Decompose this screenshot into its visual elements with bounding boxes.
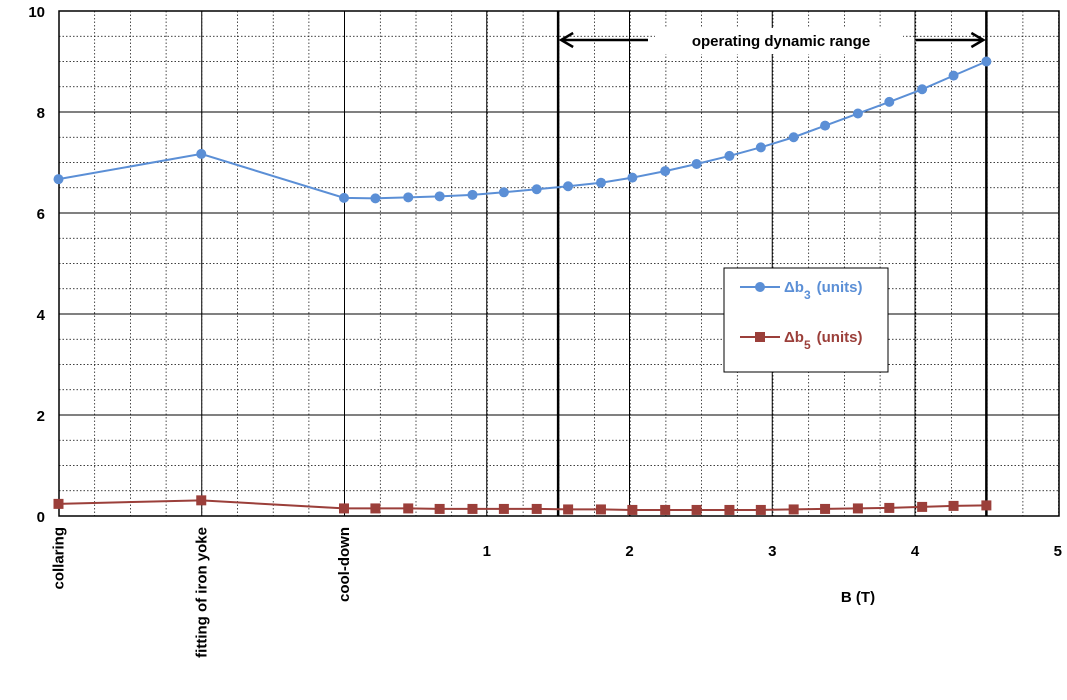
- range-markers: [556, 11, 988, 516]
- data-point: [852, 108, 863, 119]
- data-point: [563, 181, 574, 192]
- series-layer: [53, 56, 992, 515]
- data-point: [53, 498, 64, 509]
- data-point: [755, 504, 766, 515]
- y-tick-label: 10: [28, 4, 45, 21]
- data-point: [627, 504, 638, 515]
- data-point: [981, 500, 992, 511]
- data-point: [595, 504, 606, 515]
- x-category-labels: collaring fitting of iron yoke cool-down: [51, 527, 354, 658]
- data-point: [948, 500, 959, 511]
- dynamic-range-annotation: operating dynamic range: [558, 28, 986, 54]
- data-point: [948, 70, 959, 81]
- data-point: [660, 504, 671, 515]
- data-point: [691, 159, 702, 170]
- data-point: [370, 503, 381, 514]
- legend: Δb3 (units)Δb5 (units): [723, 267, 889, 373]
- legend-marker: [755, 282, 765, 292]
- data-point: [467, 503, 478, 514]
- data-point: [434, 503, 445, 514]
- x-tick-label: 2: [625, 543, 633, 560]
- x-tick-label: 1: [483, 543, 491, 560]
- legend-label-unit: (units): [817, 329, 863, 346]
- data-point: [981, 56, 992, 67]
- data-point: [531, 184, 542, 195]
- data-point: [563, 504, 574, 515]
- y-tick-label: 0: [37, 509, 45, 526]
- legend-label-main: Δb: [784, 279, 804, 296]
- data-point: [339, 192, 349, 203]
- data-point: [196, 495, 207, 506]
- data-point: [724, 150, 735, 161]
- x-category-label: cool-down: [336, 527, 353, 602]
- legend-label-unit: (units): [817, 279, 863, 296]
- x-axis-title: B (T): [841, 589, 875, 606]
- data-point: [370, 193, 381, 204]
- x-tick-labels: 1 2 3 4 5: [483, 543, 1062, 560]
- data-point: [788, 504, 799, 515]
- x-tick-label: 4: [911, 543, 920, 560]
- annotation-text: operating dynamic range: [692, 33, 870, 50]
- series-2: [53, 495, 992, 515]
- series-line: [58, 60, 987, 200]
- legend-label-sub: 5: [804, 338, 811, 352]
- data-point: [884, 96, 895, 107]
- data-point: [627, 172, 638, 183]
- x-tick-label: 3: [768, 543, 776, 560]
- y-tick-label: 8: [37, 105, 45, 122]
- x-tick-label: 5: [1054, 543, 1062, 560]
- data-point: [196, 148, 207, 159]
- data-point: [403, 503, 414, 514]
- data-point: [53, 174, 64, 185]
- data-point: [660, 166, 671, 177]
- data-point: [498, 187, 509, 198]
- legend-marker: [755, 332, 765, 342]
- arrow-right-head: [970, 31, 986, 49]
- y-tick-label: 6: [37, 206, 45, 223]
- y-tick-label: 2: [37, 408, 45, 425]
- data-point: [531, 503, 542, 514]
- data-point: [595, 177, 606, 188]
- y-tick-label: 4: [37, 307, 46, 324]
- data-point: [788, 132, 799, 143]
- x-category-label: collaring: [51, 527, 68, 590]
- data-point: [820, 120, 831, 131]
- data-point: [917, 84, 928, 95]
- annotation-background: [655, 28, 903, 54]
- data-point: [884, 502, 895, 513]
- legend-label-main: Δb: [784, 329, 804, 346]
- data-point: [403, 192, 414, 203]
- data-point: [434, 191, 445, 202]
- data-point: [339, 503, 349, 514]
- arrow-left-head: [558, 31, 574, 49]
- data-point: [691, 504, 702, 515]
- legend-box: [723, 267, 889, 373]
- data-point: [852, 503, 863, 514]
- x-category-label: fitting of iron yoke: [193, 527, 210, 658]
- data-point: [498, 503, 509, 514]
- legend-label-sub: 3: [804, 288, 811, 302]
- data-point: [755, 142, 766, 153]
- data-point: [917, 501, 928, 512]
- y-tick-labels: 0 2 4 6 8 10: [28, 4, 45, 526]
- data-point: [820, 503, 831, 514]
- data-point: [467, 189, 478, 200]
- data-point: [724, 504, 735, 515]
- legend-label: Δb3 (units): [784, 279, 862, 302]
- legend-label: Δb5 (units): [784, 329, 862, 352]
- series-1: [53, 56, 992, 204]
